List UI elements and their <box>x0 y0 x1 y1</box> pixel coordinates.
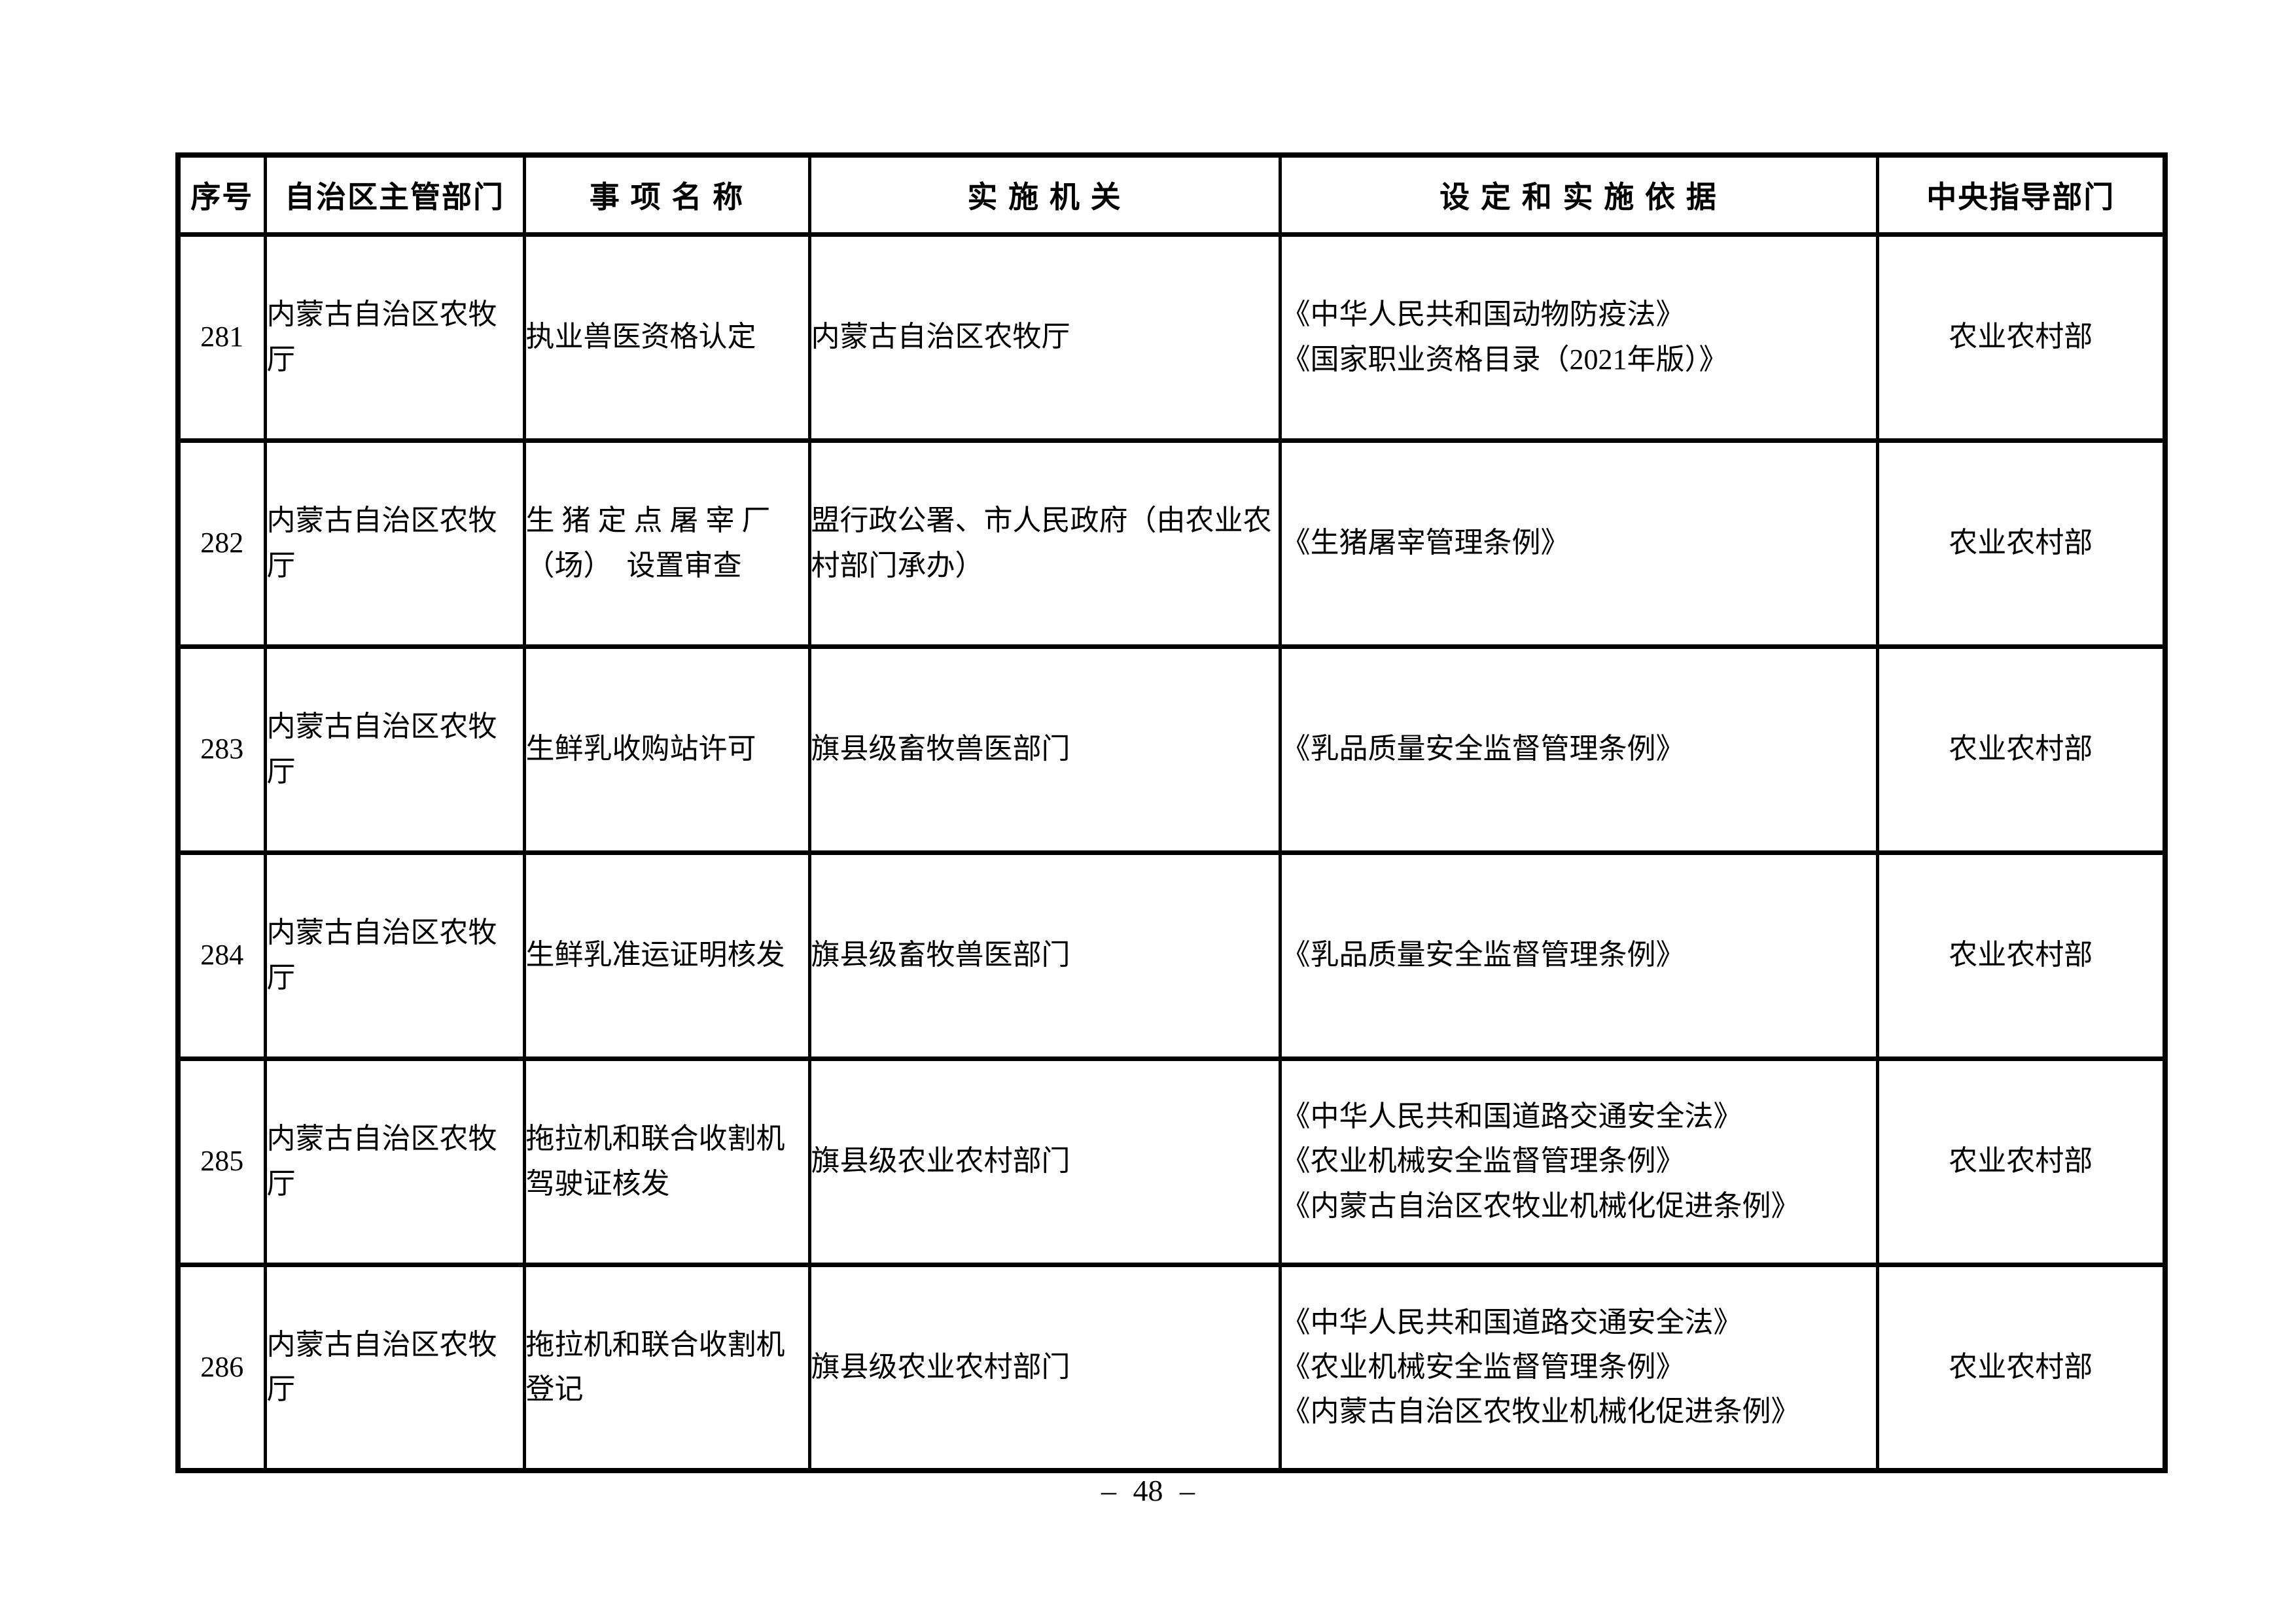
cell-agency: 旗县级畜牧兽医部门 <box>807 644 1282 855</box>
col-header-central: 中央指导部门 <box>1875 152 2167 237</box>
cell-agency: 旗县级农业农村部门 <box>807 1056 1282 1267</box>
cell-central: 农业农村部 <box>1875 438 2167 649</box>
cell-item: 生鲜乳准运证明核发 <box>522 850 811 1061</box>
cell-seq: 283 <box>176 644 267 855</box>
cell-seq: 281 <box>176 232 267 443</box>
cell-item: 拖拉机和联合收割机 登记 <box>522 1262 811 1473</box>
page-number: – 48 – <box>1101 1474 1195 1507</box>
cell-basis: 《乳品质量安全监督管理条例》 <box>1278 644 1879 855</box>
cell-central: 农业农村部 <box>1875 644 2167 855</box>
table-row: 286 内蒙古自治区农牧厅 拖拉机和联合收割机 登记 旗县级农业农村部门 《中华… <box>176 1262 2167 1473</box>
cell-seq: 286 <box>176 1262 267 1473</box>
cell-basis: 《中华人民共和国道路交通安全法》 《农业机械安全监督管理条例》 《内蒙古自治区农… <box>1278 1262 1879 1473</box>
cell-seq: 285 <box>176 1056 267 1267</box>
cell-dept: 内蒙古自治区农牧厅 <box>263 644 526 855</box>
cell-basis: 《生猪屠宰管理条例》 <box>1278 438 1879 649</box>
table-header-row: 序号 自治区主管部门 事 项 名 称 实 施 机 关 设 定 和 实 施 依 据… <box>176 152 2167 237</box>
table-row: 281 内蒙古自治区农牧厅 执业兽医资格认定 内蒙古自治区农牧厅 《中华人民共和… <box>176 232 2167 443</box>
cell-agency: 盟行政公署、市人民政府（由农业农 村部门承办） <box>807 438 1282 649</box>
col-header-item: 事 项 名 称 <box>522 152 811 237</box>
approval-items-table: 序号 自治区主管部门 事 项 名 称 实 施 机 关 设 定 和 实 施 依 据… <box>175 152 2168 1473</box>
table-row: 284 内蒙古自治区农牧厅 生鲜乳准运证明核发 旗县级畜牧兽医部门 《乳品质量安… <box>176 850 2167 1061</box>
table-row: 283 内蒙古自治区农牧厅 生鲜乳收购站许可 旗县级畜牧兽医部门 《乳品质量安全… <box>176 644 2167 855</box>
cell-dept: 内蒙古自治区农牧厅 <box>263 232 526 443</box>
cell-central: 农业农村部 <box>1875 850 2167 1061</box>
cell-item: 生 猪 定 点 屠 宰 厂 （场） 设置审查 <box>522 438 811 649</box>
cell-dept: 内蒙古自治区农牧厅 <box>263 438 526 649</box>
cell-seq: 284 <box>176 850 267 1061</box>
cell-item: 拖拉机和联合收割机 驾驶证核发 <box>522 1056 811 1267</box>
cell-basis: 《中华人民共和国道路交通安全法》 《农业机械安全监督管理条例》 《内蒙古自治区农… <box>1278 1056 1879 1267</box>
cell-basis: 《中华人民共和国动物防疫法》 《国家职业资格目录（2021年版）》 <box>1278 232 1879 443</box>
cell-dept: 内蒙古自治区农牧厅 <box>263 1056 526 1267</box>
cell-seq: 282 <box>176 438 267 649</box>
col-header-basis: 设 定 和 实 施 依 据 <box>1278 152 1879 237</box>
cell-agency: 内蒙古自治区农牧厅 <box>807 232 1282 443</box>
cell-item: 执业兽医资格认定 <box>522 232 811 443</box>
cell-item: 生鲜乳收购站许可 <box>522 644 811 855</box>
cell-central: 农业农村部 <box>1875 1056 2167 1267</box>
cell-central: 农业农村部 <box>1875 232 2167 443</box>
table-row: 285 内蒙古自治区农牧厅 拖拉机和联合收割机 驾驶证核发 旗县级农业农村部门 … <box>176 1056 2167 1267</box>
cell-agency: 旗县级畜牧兽医部门 <box>807 850 1282 1061</box>
col-header-agency: 实 施 机 关 <box>807 152 1282 237</box>
cell-basis: 《乳品质量安全监督管理条例》 <box>1278 850 1879 1061</box>
col-header-seq: 序号 <box>176 152 267 237</box>
cell-central: 农业农村部 <box>1875 1262 2167 1473</box>
cell-agency: 旗县级农业农村部门 <box>807 1262 1282 1473</box>
cell-dept: 内蒙古自治区农牧厅 <box>263 1262 526 1473</box>
col-header-dept: 自治区主管部门 <box>263 152 526 237</box>
cell-dept: 内蒙古自治区农牧厅 <box>263 850 526 1061</box>
table-row: 282 内蒙古自治区农牧厅 生 猪 定 点 屠 宰 厂 （场） 设置审查 盟行政… <box>176 438 2167 649</box>
